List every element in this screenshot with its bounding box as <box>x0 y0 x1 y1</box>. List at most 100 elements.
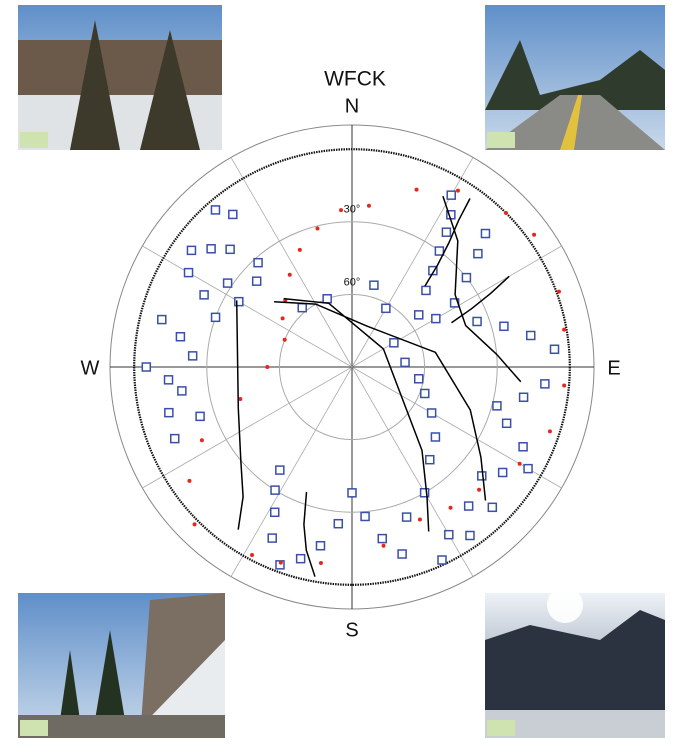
satellite-marker <box>334 520 342 528</box>
obstruction-dot <box>200 438 204 442</box>
obstruction-dot <box>456 189 460 193</box>
satellite-marker <box>435 247 443 255</box>
photo-top-right <box>485 5 665 150</box>
obstruction-dot <box>319 561 323 565</box>
direction-label: N <box>345 95 359 117</box>
satellite-marker <box>268 534 276 542</box>
satellite-marker <box>442 228 450 236</box>
photo-bottom-left <box>18 593 225 738</box>
satellite-marker <box>401 358 409 366</box>
direction-label: S <box>345 619 358 641</box>
track-line <box>237 300 243 529</box>
satellite-marker <box>473 317 481 325</box>
satellite-marker <box>422 286 430 294</box>
chart: 30°60°NESW WFCK <box>0 0 679 743</box>
obstruction-dot <box>557 290 561 294</box>
satellite-marker <box>378 535 386 543</box>
satellite-marker <box>165 376 173 384</box>
track-line <box>304 492 315 577</box>
spoke <box>352 157 473 367</box>
satellite-marker <box>176 333 184 341</box>
satellite-marker <box>348 489 356 497</box>
track-line <box>443 196 521 382</box>
satellite-marker <box>462 274 470 282</box>
spoke <box>142 367 352 488</box>
satellite-marker <box>398 550 406 558</box>
satellite-marker <box>271 508 279 516</box>
obstruction-dot <box>504 211 508 215</box>
satellite-marker <box>488 503 496 511</box>
obstruction-dot <box>250 553 254 557</box>
obstruction-dot <box>339 208 343 212</box>
obstruction-dot <box>562 384 566 388</box>
chart-title: WFCK <box>324 68 386 91</box>
satellite-marker <box>432 315 440 323</box>
obstruction-dot <box>532 233 536 237</box>
satellite-marker <box>196 412 204 420</box>
spoke <box>231 157 352 367</box>
satellite-marker <box>499 468 507 476</box>
obstruction-dot <box>367 204 371 208</box>
satellite-marker <box>524 465 532 473</box>
obstruction-dot <box>518 462 522 466</box>
satellite-marker <box>171 435 179 443</box>
direction-label: E <box>607 357 620 379</box>
obstruction-dot <box>548 429 552 433</box>
satellite-marker <box>229 210 237 218</box>
spoke <box>231 367 352 577</box>
satellite-marker <box>431 433 439 441</box>
satellite-marker <box>445 531 453 539</box>
obstruction-dot <box>187 479 191 483</box>
photo-bottom-right <box>485 587 665 738</box>
satellite-marker <box>142 363 150 371</box>
satellite-marker <box>382 304 390 312</box>
satellite-marker <box>178 387 186 395</box>
satellite-marker <box>390 339 398 347</box>
obstruction-dot <box>477 488 481 492</box>
satellite-marker <box>466 531 474 539</box>
obstruction-dot <box>415 188 419 192</box>
satellite-marker <box>212 313 220 321</box>
photo-top-left <box>18 5 222 150</box>
obstruction-dot <box>288 273 292 277</box>
satellite-marker <box>297 555 305 563</box>
satellite-marker <box>298 304 306 312</box>
satellite-marker <box>474 250 482 258</box>
obstruction-dot <box>298 248 302 252</box>
satellite-marker <box>200 291 208 299</box>
direction-label: W <box>81 357 100 379</box>
satellite-marker <box>165 409 173 417</box>
r-tick-label: 60° <box>344 276 361 288</box>
obstruction-dot <box>193 522 197 526</box>
satellite-marker <box>185 269 193 277</box>
satellite-marker <box>271 486 279 494</box>
satellite-marker <box>503 419 511 427</box>
satellite-marker <box>403 513 411 521</box>
satellite-marker <box>323 295 331 303</box>
satellite-marker <box>481 230 489 238</box>
satellite-marker <box>370 281 378 289</box>
satellite-marker <box>158 316 166 324</box>
obstruction-dot <box>279 561 283 565</box>
satellite-marker <box>527 331 535 339</box>
satellite-marker <box>226 245 234 253</box>
spoke <box>352 367 473 577</box>
satellite-marker <box>211 206 219 214</box>
satellite-marker <box>520 393 528 401</box>
satellite-marker <box>551 345 559 353</box>
obstruction-dot <box>382 544 386 548</box>
obstruction-dot <box>283 338 287 342</box>
satellite-marker <box>493 402 501 410</box>
satellite-marker <box>421 389 429 397</box>
satellite-marker <box>415 311 423 319</box>
satellite-marker <box>316 542 324 550</box>
obstruction-dot <box>562 328 566 332</box>
satellite-marker <box>187 246 195 254</box>
satellite-marker <box>189 352 197 360</box>
satellite-marker <box>519 443 527 451</box>
obstruction-dot <box>449 506 453 510</box>
satellite-marker <box>438 556 446 564</box>
satellite-marker <box>254 259 262 267</box>
satellite-marker <box>447 191 455 199</box>
